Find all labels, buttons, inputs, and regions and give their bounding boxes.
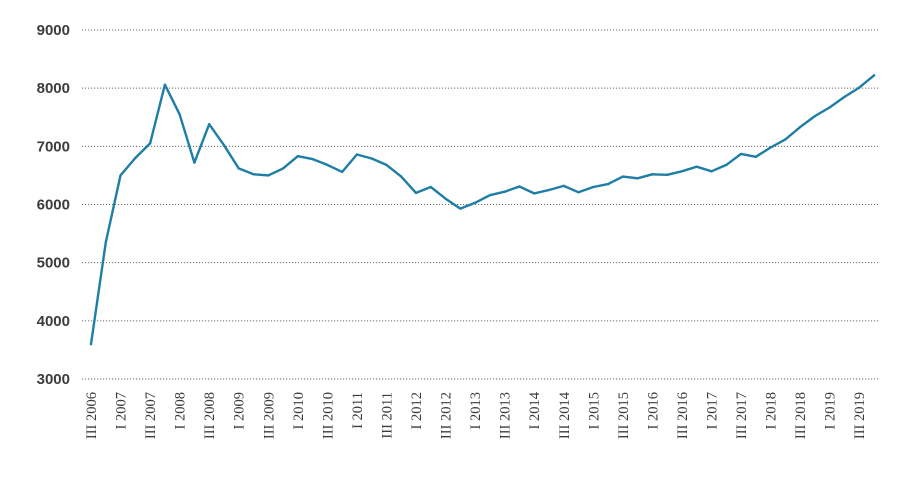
- x-tick-label: III 2010: [320, 392, 336, 439]
- x-tick-label: I 2018: [764, 392, 780, 429]
- data-point: [340, 170, 344, 174]
- y-tick-label: 4000: [37, 313, 70, 330]
- x-tick-label: III 2009: [261, 392, 277, 439]
- data-point: [680, 170, 684, 173]
- data-point: [148, 142, 152, 145]
- data-point: [207, 123, 211, 126]
- y-tick-label: 8000: [37, 80, 70, 97]
- y-tick-label: 7000: [37, 138, 70, 155]
- data-point: [355, 153, 359, 156]
- data-point: [311, 157, 314, 161]
- data-point: [400, 175, 403, 178]
- data-point: [872, 74, 876, 77]
- x-tick-label: III 2018: [793, 392, 809, 439]
- y-tick-label: 6000: [37, 197, 70, 214]
- data-point: [370, 157, 373, 160]
- x-tick-label: I 2012: [409, 392, 425, 429]
- data-point: [473, 201, 477, 204]
- data-point: [754, 155, 758, 159]
- x-tick-label: III 2019: [852, 392, 868, 439]
- x-tick-label: III 2011: [379, 392, 395, 439]
- data-point: [798, 125, 802, 129]
- data-point: [858, 86, 861, 89]
- x-tick-label: I 2014: [527, 391, 543, 429]
- data-point: [769, 146, 772, 149]
- x-tick-label: I 2013: [468, 392, 484, 429]
- x-tick-label: I 2019: [823, 392, 839, 429]
- data-point: [163, 83, 167, 86]
- data-point: [562, 184, 565, 188]
- data-point: [606, 182, 610, 186]
- x-tick-label: I 2008: [173, 392, 189, 429]
- data-point: [119, 174, 122, 177]
- data-point: [533, 192, 536, 195]
- x-tick-label: I 2017: [704, 392, 720, 429]
- data-point: [222, 143, 226, 147]
- data-point: [178, 113, 181, 116]
- x-axis-tick-labels: III 2006 I 2007 III 2007 I 2008 III 2008 I 20…: [84, 391, 868, 439]
- data-point: [267, 174, 270, 177]
- data-point: [739, 152, 743, 156]
- data-point: [651, 173, 654, 176]
- data-point: [695, 165, 698, 168]
- data-point: [237, 167, 240, 170]
- data-point: [488, 193, 492, 197]
- data-point: [784, 138, 787, 141]
- x-tick-label: I 2016: [645, 392, 661, 429]
- data-point: [843, 95, 846, 99]
- data-point: [577, 191, 580, 194]
- x-tick-label: III 2015: [616, 392, 632, 439]
- y-tick-label: 5000: [37, 255, 70, 272]
- x-tick-label: III 2013: [498, 392, 514, 439]
- data-point: [459, 207, 462, 210]
- data-point: [725, 163, 728, 167]
- data-point: [193, 161, 196, 164]
- data-point: [503, 190, 506, 193]
- x-tick-label: III 2016: [675, 392, 691, 439]
- x-tick-label: I 2015: [586, 392, 602, 429]
- x-tick-label: I 2011: [350, 392, 366, 429]
- x-tick-label: III 2008: [202, 392, 218, 439]
- y-tick-label: 3000: [37, 371, 70, 388]
- data-point: [414, 191, 418, 195]
- series-layer: [89, 74, 876, 346]
- data-point: [89, 342, 93, 346]
- y-axis-tick-labels: 3000 4000 5000 6000 7000 8000 9000: [37, 22, 70, 388]
- y-tick-label: 9000: [37, 22, 70, 39]
- data-point: [326, 163, 329, 167]
- x-tick-label: III 2012: [439, 392, 455, 439]
- data-point: [444, 197, 447, 200]
- gridlines: [82, 29, 880, 380]
- data-point: [547, 188, 551, 192]
- data-point: [592, 185, 595, 189]
- data-point: [665, 173, 669, 177]
- x-tick-label: III 2014: [557, 391, 573, 439]
- data-point: [281, 167, 285, 170]
- data-point: [813, 114, 817, 118]
- series-line-0: [89, 74, 876, 346]
- data-point: [385, 163, 388, 167]
- data-point: [710, 170, 713, 173]
- data-point: [828, 106, 831, 109]
- data-point: [296, 155, 300, 158]
- x-tick-label: I 2009: [232, 392, 248, 429]
- data-point: [104, 241, 107, 244]
- data-point: [518, 185, 521, 188]
- data-point: [429, 185, 432, 189]
- x-tick-label: I 2010: [291, 392, 307, 429]
- data-point: [636, 177, 639, 180]
- data-point: [252, 173, 255, 176]
- x-tick-label: III 2007: [143, 392, 159, 439]
- x-tick-label: I 2007: [114, 392, 130, 429]
- x-tick-label: III 2017: [734, 392, 750, 439]
- data-point: [134, 156, 137, 160]
- x-tick-label: III 2006: [84, 392, 100, 439]
- data-point: [621, 175, 625, 178]
